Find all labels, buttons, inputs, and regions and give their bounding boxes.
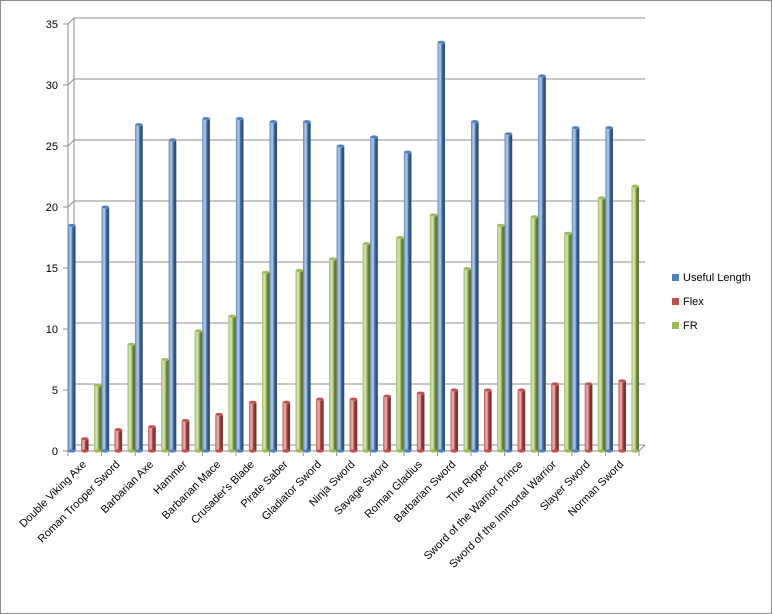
bar — [362, 241, 371, 453]
bar — [597, 196, 606, 453]
bar — [530, 214, 539, 453]
bar — [450, 388, 459, 453]
x-category-label: Roman Gladius — [363, 458, 425, 520]
bar — [584, 382, 593, 453]
bar — [302, 119, 311, 453]
bar — [269, 119, 278, 453]
bar — [483, 388, 492, 453]
bar — [336, 144, 345, 453]
bar — [429, 213, 438, 453]
bar — [114, 427, 123, 453]
bars — [67, 40, 640, 453]
y-tick-label: 0 — [52, 446, 58, 458]
bar — [235, 116, 244, 453]
bar — [538, 74, 547, 453]
y-tick-label: 10 — [46, 324, 58, 336]
bar — [631, 184, 640, 453]
bar — [261, 270, 270, 453]
bar — [215, 412, 224, 453]
y-axis-tick-labels: 0 5 10 15 20 25 30 35 — [46, 19, 58, 458]
legend-label: Flex — [683, 296, 704, 308]
x-category-label: Barbarian Mace — [160, 459, 223, 522]
bar — [127, 342, 136, 453]
legend-swatch — [672, 274, 679, 281]
y-tick-label: 20 — [46, 202, 58, 214]
bar — [618, 379, 627, 453]
bar — [93, 383, 102, 453]
bar — [168, 138, 177, 453]
bar — [517, 388, 526, 453]
gridline-side — [67, 139, 75, 147]
bar — [101, 205, 110, 453]
bar — [470, 119, 479, 453]
bar — [416, 391, 425, 453]
bar — [496, 223, 505, 453]
bar — [181, 418, 190, 453]
bar — [564, 231, 573, 453]
bar — [315, 397, 324, 453]
gridline-side — [67, 200, 75, 208]
legend-swatch — [672, 298, 679, 305]
bar — [396, 235, 405, 453]
bar — [370, 135, 379, 453]
bar — [295, 268, 304, 453]
y-tick-label: 5 — [52, 385, 58, 397]
gridline-side — [67, 78, 75, 86]
bar — [463, 266, 472, 453]
x-category-label: Barbarian Sword — [392, 459, 458, 525]
y-tick-label: 30 — [46, 80, 58, 92]
bar — [134, 122, 143, 453]
bar — [383, 394, 392, 453]
legend-label: FR — [683, 320, 698, 332]
bar — [160, 357, 169, 453]
bar — [147, 424, 156, 453]
legend-swatch — [672, 322, 679, 329]
bar — [282, 400, 291, 453]
bar — [349, 397, 358, 453]
bar — [403, 150, 412, 453]
bar — [571, 125, 580, 453]
legend-label: Useful Length — [683, 272, 751, 284]
bar — [80, 436, 89, 453]
bar — [328, 257, 337, 453]
y-tick-label: 15 — [46, 263, 58, 275]
bar — [67, 223, 76, 453]
bar — [504, 131, 513, 453]
bar — [194, 328, 203, 453]
bar — [228, 314, 237, 453]
gridline-side — [67, 17, 75, 25]
bar — [551, 382, 560, 453]
y-tick-label: 35 — [46, 19, 58, 31]
legend: Useful Length Flex FR — [672, 272, 751, 332]
bar — [248, 400, 257, 453]
bar — [605, 125, 614, 453]
y-tick-label: 25 — [46, 141, 58, 153]
x-category-label: Gladiator Sword — [260, 459, 324, 523]
bar — [437, 40, 446, 453]
bar — [202, 116, 211, 453]
